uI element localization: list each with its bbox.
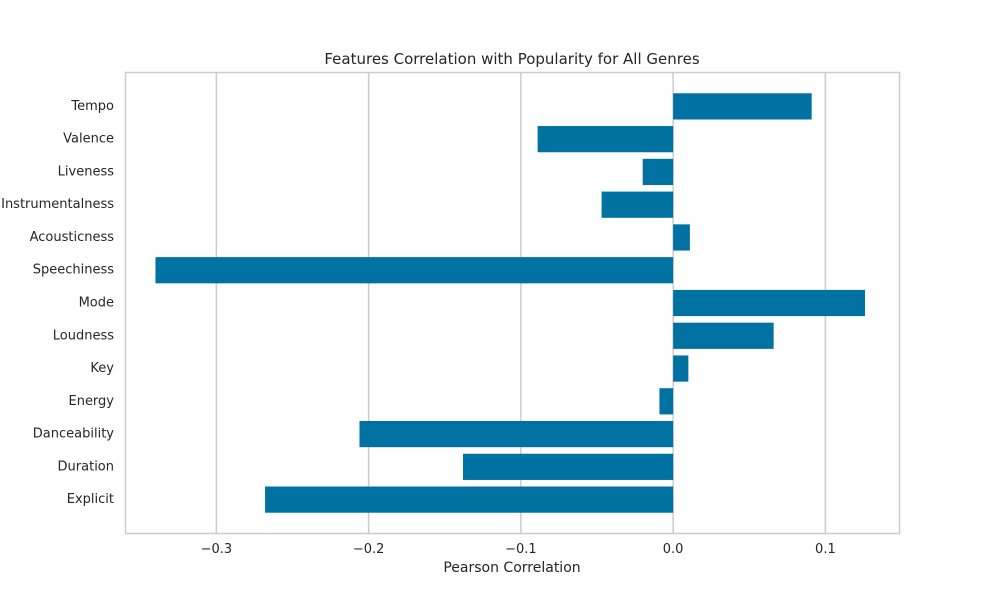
bar-speechiness bbox=[155, 257, 674, 284]
x-axis-label: Pearson Correlation bbox=[443, 560, 580, 576]
x-tick-label: −0.1 bbox=[505, 542, 537, 557]
y-tick-label-acousticness: Acousticness bbox=[30, 230, 115, 245]
bar-tempo bbox=[673, 93, 812, 120]
bar-duration bbox=[463, 453, 674, 480]
y-tick-label-instrumentalness: Instrumentalness bbox=[1, 197, 114, 212]
y-tick-label-explicit: Explicit bbox=[67, 492, 114, 507]
bar-series bbox=[155, 93, 865, 513]
x-tick-label: 0.0 bbox=[663, 542, 684, 557]
y-tick-label-speechiness: Speechiness bbox=[33, 263, 115, 278]
bar-danceability bbox=[359, 420, 674, 448]
bar-explicit bbox=[265, 486, 674, 513]
bar-valence bbox=[537, 126, 674, 153]
y-tick-label-tempo: Tempo bbox=[70, 99, 114, 114]
bar-acousticness bbox=[673, 224, 690, 251]
y-tick-label-key: Key bbox=[90, 361, 114, 376]
bar-instrumentalness bbox=[601, 191, 674, 218]
x-tick-label: 0.1 bbox=[815, 542, 836, 557]
bar-loudness bbox=[673, 322, 774, 349]
x-tick-label: −0.3 bbox=[201, 542, 233, 557]
y-tick-label-valence: Valence bbox=[63, 132, 114, 147]
y-tick-label-duration: Duration bbox=[58, 459, 114, 474]
y-tick-label-mode: Mode bbox=[79, 296, 114, 311]
bar-liveness bbox=[642, 158, 674, 186]
y-tick-label-energy: Energy bbox=[68, 394, 114, 409]
y-tick-labels: Tempo Valence Liveness Instrumentalness Acou… bbox=[1, 99, 114, 507]
bar-mode bbox=[673, 289, 865, 317]
bar-energy bbox=[659, 388, 674, 415]
plot-frame bbox=[124, 71, 901, 535]
y-tick-label-loudness: Loudness bbox=[53, 328, 114, 343]
y-tick-label-danceability: Danceability bbox=[33, 427, 115, 442]
y-tick-label-liveness: Liveness bbox=[58, 164, 115, 179]
chart-title: Features Correlation with Popularity for… bbox=[324, 50, 699, 68]
x-tick-labels: −0.3 −0.2 −0.1 0.0 0.1 bbox=[201, 542, 836, 557]
x-tick-label: −0.2 bbox=[353, 542, 385, 557]
bar-key bbox=[673, 355, 689, 382]
